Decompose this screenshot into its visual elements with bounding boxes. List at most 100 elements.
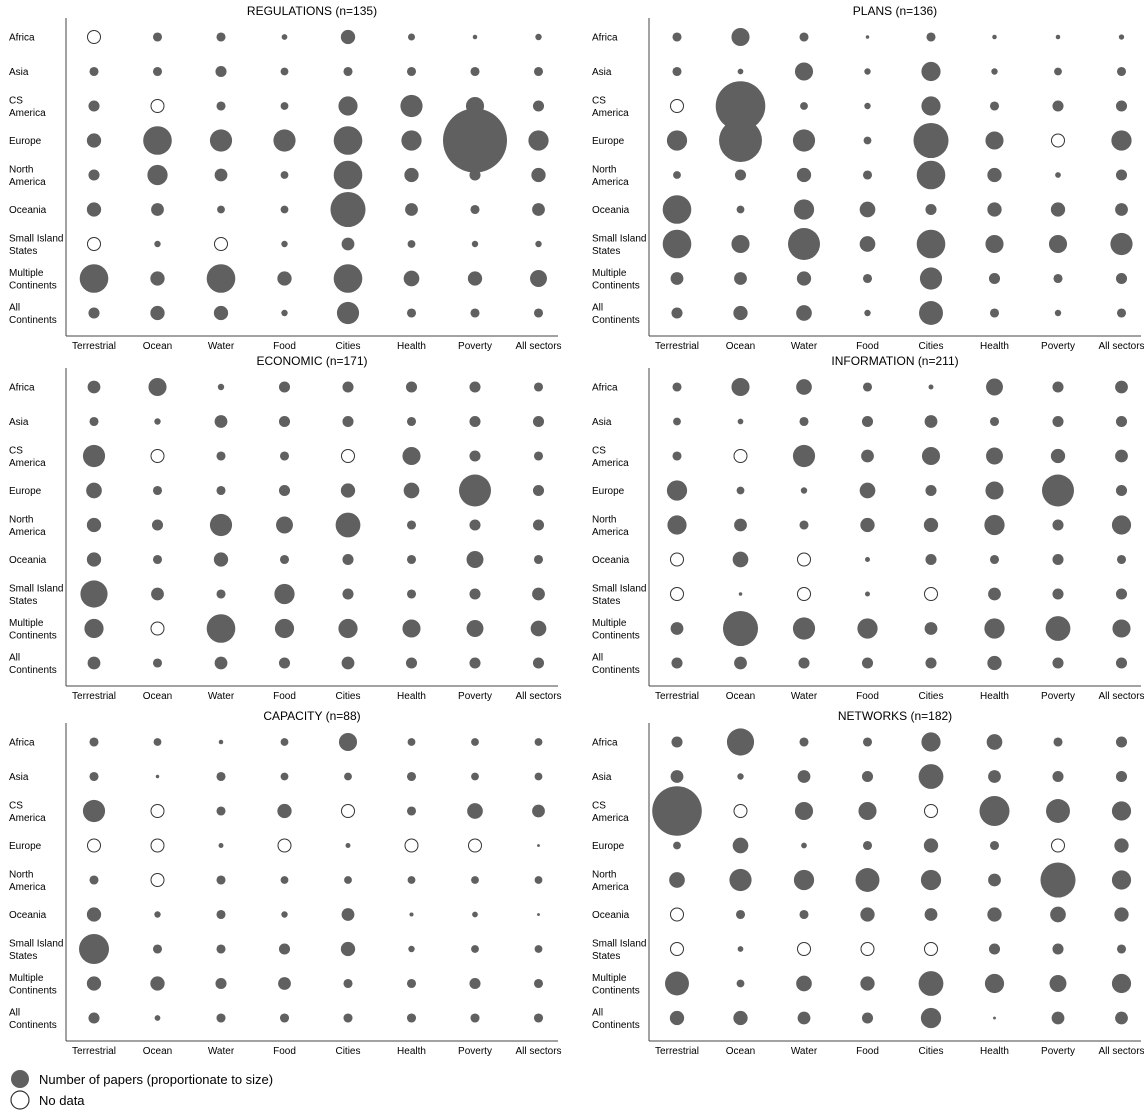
data-bubble [1042,474,1074,507]
data-bubble [797,770,811,783]
data-bubble [443,108,507,173]
data-bubble [216,771,226,782]
data-bubble [796,305,812,321]
data-bubble [469,169,481,181]
row-label-africa: Africa [592,383,618,394]
col-label-food: Food [273,341,296,352]
data-bubble [214,415,228,428]
data-bubble [407,240,416,248]
no-data-circle [670,942,684,956]
data-bubble [278,381,291,393]
data-bubble [670,622,684,635]
data-bubble [280,738,289,746]
data-bubble [862,273,873,284]
data-bubble [466,551,484,568]
data-bubble [1118,34,1125,40]
data-bubble [797,1011,811,1025]
data-bubble [273,129,296,152]
data-bubble [89,875,99,885]
data-bubble [987,907,1002,922]
data-bubble [1052,100,1064,112]
row-label-north-america: North America [592,515,629,539]
data-bubble [1114,907,1129,922]
data-bubble [330,191,366,228]
data-bubble [985,481,1004,500]
data-bubble [88,307,100,319]
no-data-circle [150,838,165,853]
col-label-terrestrial: Terrestrial [655,341,699,352]
data-bubble [155,774,160,779]
data-bubble [338,96,358,116]
data-bubble [217,205,225,214]
col-label-all-sectors: All sectors [515,691,561,702]
data-bubble [1055,172,1061,178]
data-bubble [279,554,290,565]
data-bubble [988,587,1001,601]
data-bubble [737,773,744,780]
data-bubble [715,81,766,131]
data-bubble [736,979,745,988]
data-bubble [1116,308,1127,318]
data-bubble [861,449,874,463]
col-label-food: Food [856,691,879,702]
data-bubble [859,201,876,218]
data-bubble [280,102,289,110]
data-bubble [667,515,687,535]
data-bubble [342,588,354,600]
panel-information: INFORMATION (n=211) Africa Asia CS America Eu… [592,354,1144,702]
data-bubble [1052,770,1064,783]
data-bubble [154,240,161,248]
data-bubble [469,450,481,462]
data-bubble [86,552,102,567]
data-bubble [665,971,689,996]
panel-economic: ECONOMIC (n=171) Africa Asia CS America Europ… [9,354,562,702]
data-bubble [86,907,102,922]
data-bubble [470,308,480,318]
data-bubble [338,618,358,639]
data-bubble [861,770,874,783]
panel-title-plans: PLANS (n=136) [853,4,937,18]
data-bubble [857,618,878,639]
no-data-circle [797,587,811,601]
no-data-circle [924,587,938,601]
row-label-asia: Asia [592,417,612,428]
data-bubble [80,580,108,608]
data-bubble [153,738,162,746]
col-label-terrestrial: Terrestrial [72,341,116,352]
data-bubble [532,484,545,497]
data-bubble [731,234,750,254]
data-bubble [530,620,547,637]
data-bubble [407,876,416,884]
data-bubble [279,451,290,461]
row-label-oceania: Oceania [592,555,630,566]
data-bubble [671,657,683,669]
data-bubble [409,912,414,917]
data-bubble [862,170,873,180]
data-bubble [918,971,944,996]
data-bubble [1052,943,1064,955]
legend-filled-symbol [11,1070,29,1088]
panel-regulations: REGULATIONS (n=135) Africa Asia CS America Eu… [9,4,562,352]
data-bubble [919,301,943,325]
data-bubble [987,202,1002,217]
data-bubble [86,517,102,533]
data-bubble [923,517,939,533]
data-bubble [672,382,682,392]
data-bubble [467,803,483,819]
data-bubble [341,656,355,670]
data-bubble [1049,975,1067,992]
row-label-all-continents: All Continents [9,1008,57,1032]
data-bubble [794,62,814,81]
data-bubble [535,240,542,248]
data-bubble [734,656,747,670]
data-bubble [533,382,544,392]
data-bubble [800,102,808,110]
data-bubble [1053,273,1063,284]
data-bubble [794,801,814,821]
data-bubble [991,68,998,75]
data-bubble [736,486,745,495]
data-bubble [729,868,752,892]
legend-label-empty: No data [39,1093,85,1108]
row-label-cs-america: CS America [9,801,46,825]
data-bubble [143,126,172,155]
